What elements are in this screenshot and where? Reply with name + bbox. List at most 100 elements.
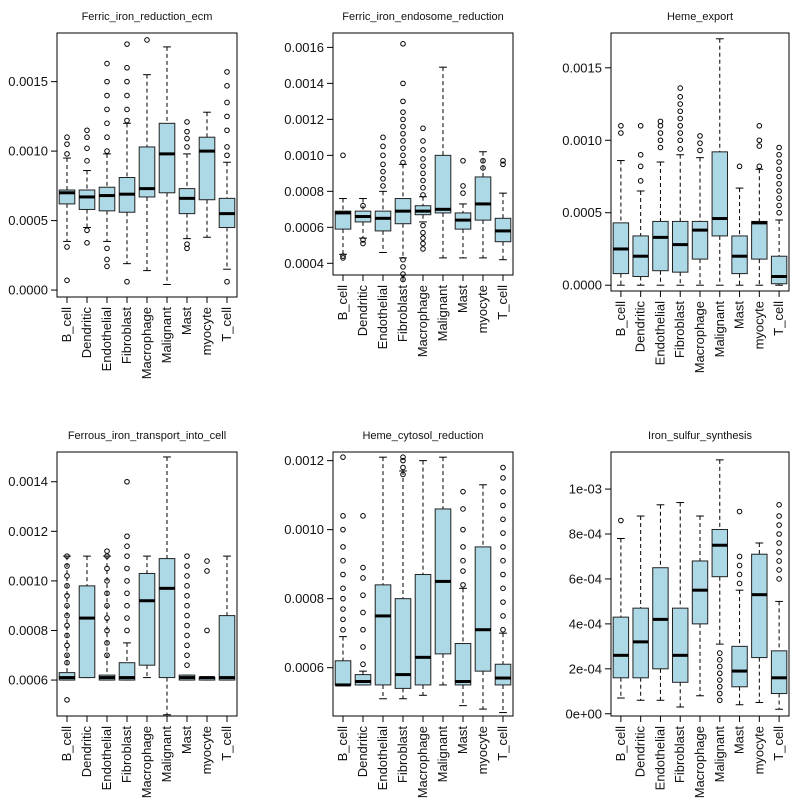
outlier-point — [716, 663, 723, 670]
outlier-point — [124, 590, 130, 597]
outlier-point — [637, 151, 644, 158]
outlier-point — [400, 130, 406, 137]
box-myocyte — [751, 542, 768, 704]
box-Mast — [454, 157, 472, 259]
outlier-point — [64, 553, 70, 559]
outlier-point — [637, 163, 644, 170]
outlier-point — [360, 609, 366, 616]
outlier-point — [124, 533, 130, 540]
outlier-point — [340, 526, 346, 533]
outlier-point — [340, 571, 346, 578]
x-category-label: Fibroblast — [395, 285, 410, 342]
plot-frame — [332, 32, 514, 276]
iqr-box — [691, 220, 709, 260]
outlier-point — [716, 657, 723, 663]
outlier-point — [776, 567, 782, 573]
iqr-box — [138, 572, 156, 666]
outlier-point — [64, 573, 70, 579]
outlier-point — [184, 128, 190, 135]
outlier-point — [184, 553, 190, 559]
outlier-point — [637, 178, 644, 184]
x-category-label: Endothelial — [375, 285, 390, 349]
x-category-label: Fibroblast — [672, 301, 687, 358]
x-category-label: T_cell — [219, 307, 234, 342]
x-category-label: myocyte — [475, 726, 490, 774]
y-tick-label: 0.0008 — [284, 591, 324, 606]
outlier-point — [64, 244, 70, 250]
outlier-point — [480, 157, 486, 164]
outlier-point — [420, 147, 426, 153]
iqr-box — [374, 210, 392, 232]
outlier-point — [340, 255, 346, 261]
outlier-point — [736, 571, 743, 578]
y-tick-label: 0e+00 — [565, 706, 602, 721]
y-tick-label: 0.0006 — [284, 220, 324, 235]
outlier-point — [104, 245, 110, 252]
outlier-point — [697, 140, 703, 146]
box-Macrophage — [138, 37, 156, 272]
outlier-point — [184, 241, 190, 247]
outlier-point — [144, 37, 150, 43]
x-category-label: Malignant — [159, 726, 174, 783]
y-tick-label: 0.0006 — [8, 673, 48, 688]
y-tick-label: 4e-04 — [569, 616, 602, 631]
outlier-point — [716, 690, 723, 697]
outlier-point — [776, 558, 782, 564]
outlier-point — [400, 145, 406, 151]
x-category-label: Malignant — [712, 726, 727, 783]
box-Dendritic — [354, 198, 372, 247]
outlier-point — [184, 652, 190, 659]
outlier-point — [124, 117, 130, 124]
y-tick-label: 1e-03 — [569, 482, 602, 497]
x-category-label: T_cell — [495, 726, 510, 761]
outlier-point — [84, 145, 90, 152]
box-B_cell — [334, 152, 352, 261]
outlier-point — [400, 123, 406, 130]
box-B_cell — [612, 122, 630, 286]
x-category-label: T_cell — [495, 285, 510, 320]
outlier-point — [500, 599, 506, 605]
outlier-point — [500, 161, 506, 168]
outlier-point — [460, 190, 466, 196]
iqr-box — [770, 650, 788, 695]
box-B_cell — [58, 553, 76, 703]
y-tick-label: 0.0012 — [8, 524, 48, 539]
outlier-point — [500, 557, 506, 564]
x-category-label: Fibroblast — [119, 726, 134, 783]
outlier-point — [500, 613, 506, 619]
outlier-point — [124, 478, 130, 485]
outlier-point — [104, 627, 110, 634]
x-category-label: Macrophage — [692, 726, 707, 798]
outlier-point — [104, 120, 110, 127]
outlier-point — [380, 134, 386, 141]
outlier-point — [360, 592, 366, 599]
outlier-point — [420, 240, 426, 247]
outlier-point — [716, 670, 723, 677]
outlier-point — [480, 165, 486, 171]
chart-panel: Ferrous_iron_transport_into_cell 0.0006 0.… — [8, 430, 238, 798]
box-Dendritic — [78, 127, 96, 246]
outlier-point — [124, 64, 130, 71]
x-category-label: B_cell — [59, 307, 74, 343]
x-category-label: T_cell — [771, 726, 786, 761]
x-category-label: Endothelial — [99, 307, 114, 371]
x-category-label: B_cell — [613, 301, 628, 337]
outlier-point — [104, 148, 110, 154]
iqr-box — [178, 188, 196, 215]
chart-title: Heme_export — [667, 11, 733, 23]
outlier-point — [224, 113, 230, 120]
outlier-point — [184, 662, 190, 668]
outlier-point — [104, 92, 110, 99]
outlier-point — [500, 571, 506, 578]
outlier-point — [104, 652, 110, 659]
outlier-point — [500, 516, 506, 523]
outlier-point — [64, 632, 70, 639]
outlier-point — [124, 578, 130, 584]
outlier-point — [124, 278, 130, 285]
outlier-point — [400, 152, 406, 159]
box-Macrophage — [414, 460, 432, 696]
y-tick-label: 0.0010 — [284, 522, 324, 537]
outlier-point — [184, 583, 190, 589]
box-Macrophage — [414, 125, 432, 252]
outlier-point — [460, 568, 466, 574]
